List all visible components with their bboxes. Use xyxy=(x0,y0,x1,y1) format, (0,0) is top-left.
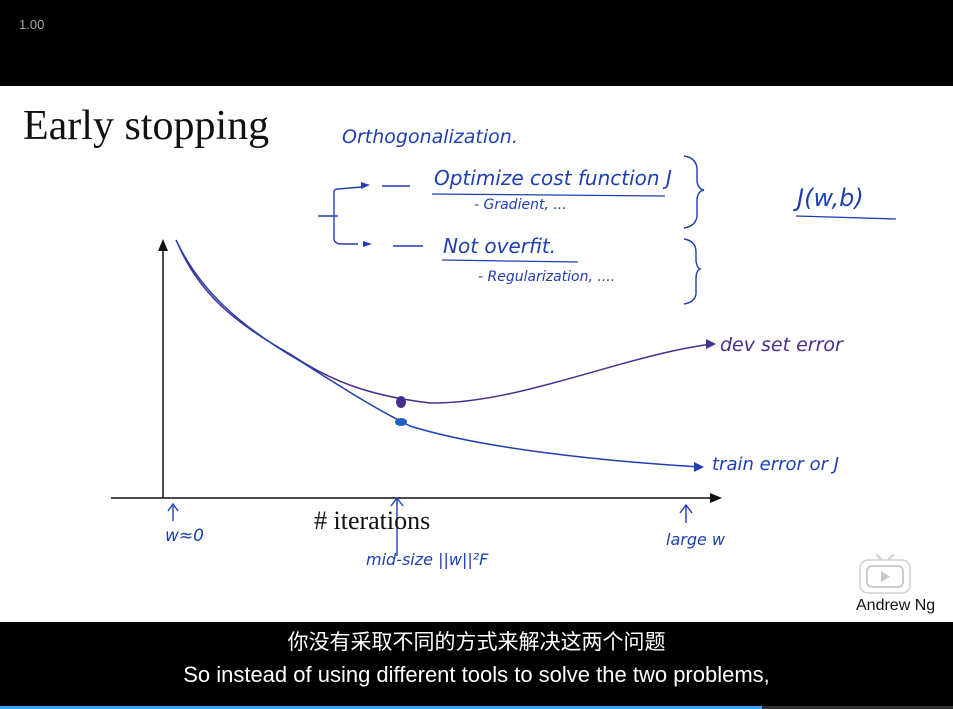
mid-size-norm-label: mid-size ||w||²F xyxy=(366,550,489,569)
train-error-point xyxy=(395,418,407,426)
left-bracket xyxy=(318,186,363,245)
optimize-cost-note: Optimize cost function J xyxy=(434,166,672,190)
not-overfit-note: Not overfit. xyxy=(443,234,557,258)
presenter-name: Andrew Ng xyxy=(856,597,936,614)
subtitle-chinese: 你没有采取不同的方式来解决这两个问题 xyxy=(287,630,666,654)
train-error-curve xyxy=(175,239,701,468)
jwb-underline xyxy=(795,215,897,220)
dev-set-error-curve xyxy=(177,243,713,404)
train-error-label: train error or J xyxy=(712,454,840,475)
play-tv-icon xyxy=(859,554,911,594)
w0-arrow-head xyxy=(167,502,179,512)
player-top-bar: 1.00 xyxy=(0,0,953,86)
dev-curve-arrowhead xyxy=(706,339,716,349)
early-stopping-diagram xyxy=(111,155,897,556)
dev-set-error-label: dev set error xyxy=(720,334,843,356)
x-axis-arrowhead xyxy=(710,493,722,503)
y-axis-arrowhead xyxy=(158,239,168,251)
right-brace-top xyxy=(683,155,705,229)
bracket-arrow-top xyxy=(361,182,370,189)
cost-function-jwb: J(w,b) xyxy=(797,184,864,212)
right-brace-bottom xyxy=(683,238,702,305)
subtitle-english: So instead of using different tools to s… xyxy=(183,662,770,687)
largew-arrow-head xyxy=(679,503,693,514)
not-overfit-underline xyxy=(441,259,579,263)
dev-error-minimum-point xyxy=(396,396,406,408)
video-progress-bar[interactable] xyxy=(0,706,953,709)
optimize-underline xyxy=(431,193,666,197)
orthogonalization-note: Orthogonalization. xyxy=(342,126,518,148)
lecture-slide: Early stopping Orthogo xyxy=(0,86,953,622)
midsize-arrow-head xyxy=(390,496,404,507)
subtitle-bar: 你没有采取不同的方式来解决这两个问题 So instead of using d… xyxy=(0,622,953,709)
gradient-note: - Gradient, ... xyxy=(474,197,567,213)
regularization-note: - Regularization, .... xyxy=(478,269,616,285)
playback-speed[interactable]: 1.00 xyxy=(19,17,45,32)
video-progress-fill xyxy=(0,706,763,709)
slide-title: Early stopping xyxy=(23,103,270,149)
bracket-arrow-bottom xyxy=(363,241,372,247)
train-curve-arrowhead xyxy=(694,462,704,472)
large-w-label: large w xyxy=(666,530,725,549)
w-approx-zero-label: w≈0 xyxy=(165,526,204,546)
x-axis-label: # iterations xyxy=(314,506,431,535)
